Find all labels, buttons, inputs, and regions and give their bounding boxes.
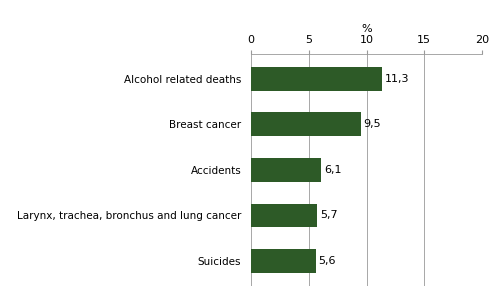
Text: 5,7: 5,7 bbox=[320, 210, 337, 221]
Text: 9,5: 9,5 bbox=[364, 119, 381, 129]
X-axis label: %: % bbox=[361, 24, 372, 34]
Bar bbox=[251, 112, 361, 136]
Bar bbox=[251, 67, 382, 91]
Text: 6,1: 6,1 bbox=[325, 165, 342, 175]
Bar bbox=[251, 158, 322, 182]
Bar bbox=[251, 249, 316, 273]
Text: 11,3: 11,3 bbox=[385, 74, 409, 84]
Text: 5,6: 5,6 bbox=[319, 256, 336, 266]
Bar bbox=[251, 204, 317, 227]
